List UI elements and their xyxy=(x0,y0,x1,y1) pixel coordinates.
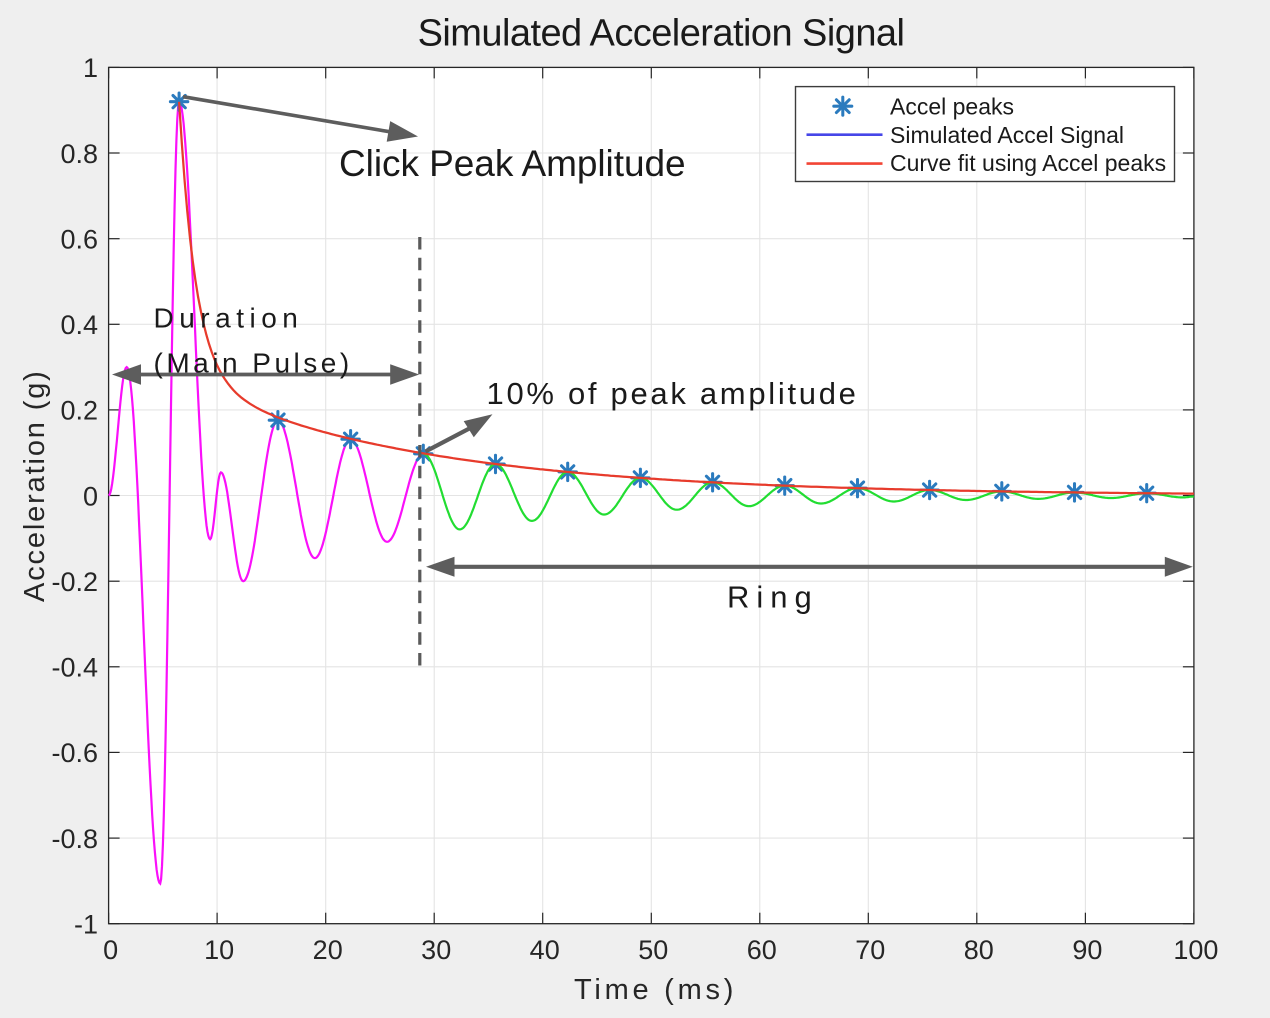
svg-text:20: 20 xyxy=(313,935,343,965)
svg-text:90: 90 xyxy=(1072,935,1102,965)
svg-text:1: 1 xyxy=(83,53,98,83)
svg-text:50: 50 xyxy=(638,935,668,965)
svg-text:10% of peak amplitude: 10% of peak amplitude xyxy=(487,376,859,411)
svg-text:0: 0 xyxy=(83,481,98,511)
svg-text:Ring: Ring xyxy=(727,580,819,615)
svg-text:0.2: 0.2 xyxy=(60,396,98,426)
svg-text:80: 80 xyxy=(964,935,994,965)
svg-text:0.6: 0.6 xyxy=(60,225,98,255)
svg-text:30: 30 xyxy=(421,935,451,965)
svg-text:Time (ms): Time (ms) xyxy=(574,974,737,1006)
svg-text:Duration: Duration xyxy=(154,303,304,334)
svg-text:10: 10 xyxy=(204,935,234,965)
svg-text:-0.4: -0.4 xyxy=(51,653,98,683)
svg-text:60: 60 xyxy=(747,935,777,965)
svg-text:Acceleration (g): Acceleration (g) xyxy=(19,369,51,602)
svg-text:-0.2: -0.2 xyxy=(51,567,98,597)
svg-text:0.8: 0.8 xyxy=(60,139,98,169)
svg-text:100: 100 xyxy=(1173,935,1218,965)
svg-text:(Main Pulse): (Main Pulse) xyxy=(154,347,353,378)
svg-text:-0.8: -0.8 xyxy=(51,824,98,854)
svg-text:Click Peak Amplitude: Click Peak Amplitude xyxy=(339,143,686,184)
svg-text:Simulated Acceleration Signal: Simulated Acceleration Signal xyxy=(418,12,905,54)
svg-text:-0.6: -0.6 xyxy=(51,738,98,768)
svg-text:Accel peaks: Accel peaks xyxy=(890,94,1014,120)
svg-text:40: 40 xyxy=(530,935,560,965)
svg-text:Simulated Accel Signal: Simulated Accel Signal xyxy=(890,122,1124,148)
svg-text:70: 70 xyxy=(855,935,885,965)
svg-text:0.4: 0.4 xyxy=(60,310,98,340)
svg-text:0: 0 xyxy=(103,935,118,965)
svg-text:Curve fit using Accel peaks: Curve fit using Accel peaks xyxy=(890,150,1166,176)
svg-text:-1: -1 xyxy=(74,910,98,940)
